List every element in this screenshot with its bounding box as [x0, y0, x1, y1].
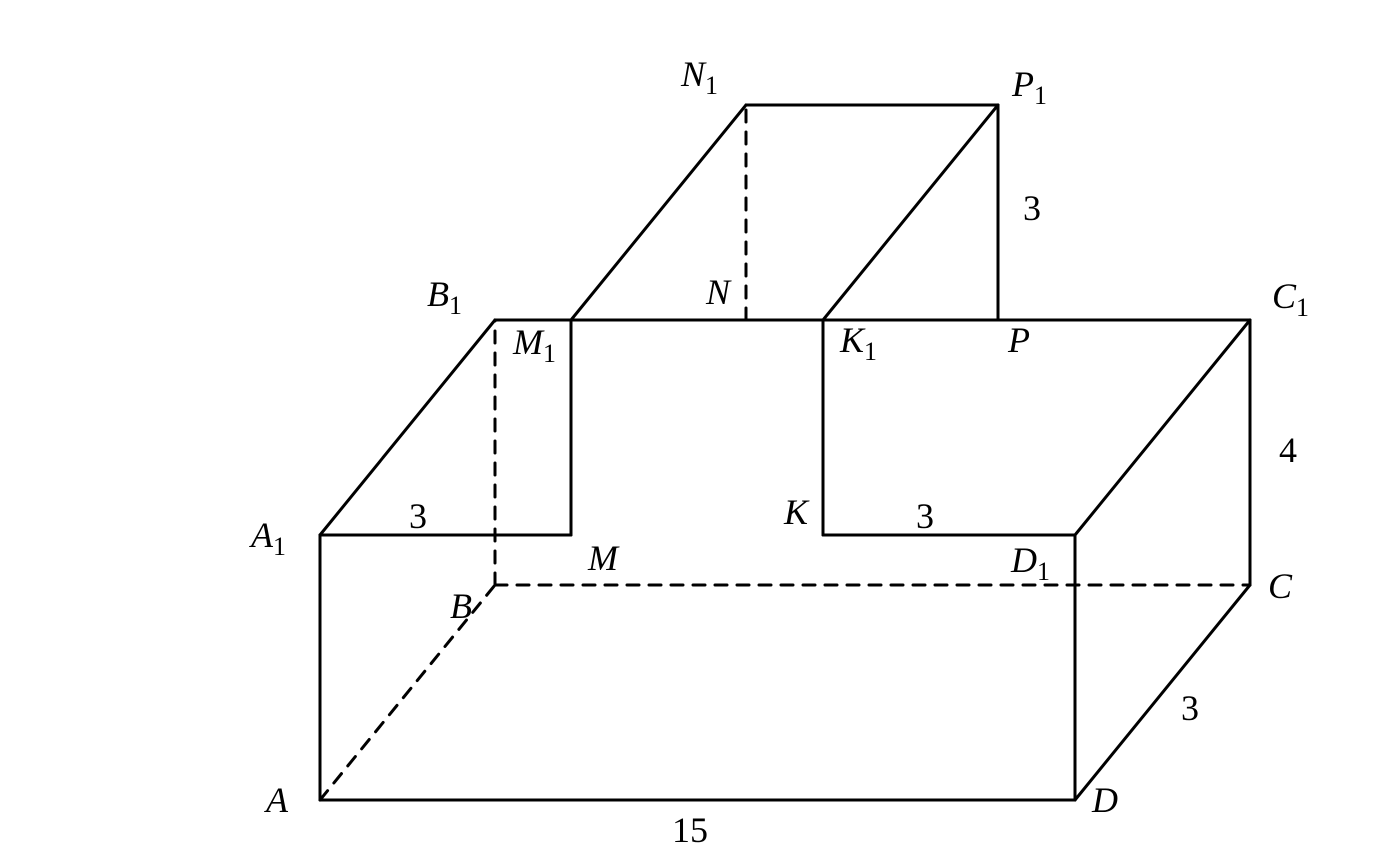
vertex-label-p: P — [1007, 320, 1030, 360]
vertex-label-a1: A1 — [249, 515, 286, 561]
vertex-label-k1: K1 — [839, 320, 877, 366]
vertex-label-b1: B1 — [427, 274, 462, 320]
vertex-labels: A D B C A1 D1 B1 C1 M K M1 K1 N P N1 P1 — [249, 54, 1309, 820]
dimension-label: 3 — [409, 496, 427, 536]
dimension-labels: 15 3 4 3 3 3 — [409, 188, 1297, 850]
hidden-edges — [320, 105, 1250, 800]
geometry-diagram: A D B C A1 D1 B1 C1 M K M1 K1 N P N1 P1 15 3 4 3 3 3 — [0, 0, 1394, 852]
dimension-label: 3 — [1181, 688, 1199, 728]
vertex-label-m: M — [587, 538, 620, 578]
vertex-label-k: K — [783, 492, 810, 532]
vertex-label-c: C — [1268, 566, 1293, 606]
dimension-label: 15 — [672, 810, 708, 850]
vertex-label-c1: C1 — [1272, 276, 1309, 322]
visible-edges — [320, 105, 1250, 800]
vertex-label-n: N — [705, 272, 732, 312]
dimension-label: 3 — [916, 496, 934, 536]
vertex-label-b: B — [450, 586, 472, 626]
vertex-label-n1: N1 — [680, 54, 718, 100]
vertex-label-d: D — [1091, 780, 1118, 820]
dimension-label: 3 — [1023, 188, 1041, 228]
vertex-label-m1: M1 — [512, 322, 556, 368]
vertex-label-d1: D1 — [1010, 540, 1050, 586]
dimension-label: 4 — [1279, 430, 1297, 470]
vertex-label-p1: P1 — [1011, 64, 1047, 110]
vertex-label-a: A — [264, 780, 289, 820]
